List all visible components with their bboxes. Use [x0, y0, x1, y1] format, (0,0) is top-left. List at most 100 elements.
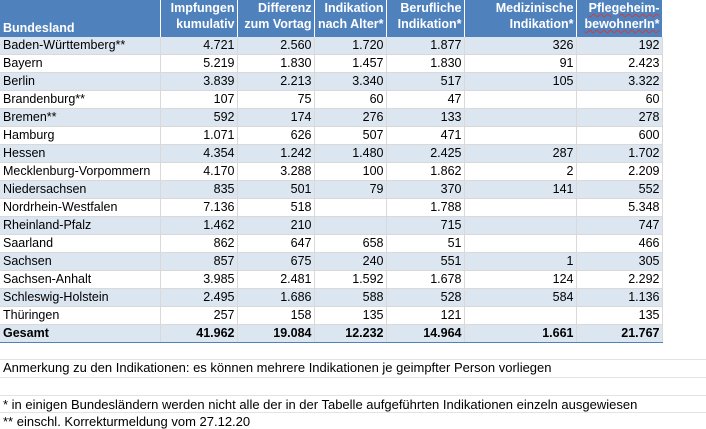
cell-berufliche-indikation[interactable]: 715	[386, 216, 465, 235]
cell-differenz-vortag[interactable]: 75	[237, 90, 315, 109]
cell-pflegeheimbewohner[interactable]: 3.322	[576, 72, 663, 91]
cell-impfungen-kumulativ[interactable]: 592	[160, 108, 238, 127]
total-cell-differenz-vortag[interactable]: 19.084	[237, 324, 315, 343]
cell-medizinische-indikation[interactable]: 91	[464, 54, 577, 73]
note-star[interactable]: * in einigen Bundesländern werden nicht …	[3, 397, 638, 412]
cell-bundesland[interactable]: Niedersachsen	[0, 180, 161, 199]
cell-bundesland[interactable]: Baden-Württemberg**	[0, 37, 161, 55]
cell-berufliche-indikation[interactable]: 370	[386, 180, 465, 199]
cell-berufliche-indikation[interactable]: 2.425	[386, 144, 465, 163]
cell-impfungen-kumulativ[interactable]: 1.462	[160, 216, 238, 235]
cell-berufliche-indikation[interactable]: 1.830	[386, 54, 465, 73]
cell-differenz-vortag[interactable]: 158	[237, 306, 315, 325]
cell-differenz-vortag[interactable]: 518	[237, 198, 315, 217]
cell-pflegeheimbewohner[interactable]: 747	[576, 216, 663, 235]
cell-indikation-alter[interactable]: 1.592	[314, 270, 387, 289]
cell-medizinische-indikation[interactable]	[464, 234, 577, 253]
cell-differenz-vortag[interactable]: 501	[237, 180, 315, 199]
cell-pflegeheimbewohner[interactable]: 600	[576, 126, 663, 145]
cell-impfungen-kumulativ[interactable]: 3.839	[160, 72, 238, 91]
cell-indikation-alter[interactable]: 507	[314, 126, 387, 145]
cell-differenz-vortag[interactable]: 675	[237, 252, 315, 271]
cell-differenz-vortag[interactable]: 3.288	[237, 162, 315, 181]
total-cell-berufliche-indikation[interactable]: 14.964	[386, 324, 465, 343]
cell-indikation-alter[interactable]: 60	[314, 90, 387, 109]
cell-bundesland[interactable]: Berlin	[0, 72, 161, 91]
cell-indikation-alter[interactable]	[314, 216, 387, 235]
cell-differenz-vortag[interactable]: 1.242	[237, 144, 315, 163]
cell-impfungen-kumulativ[interactable]: 4.721	[160, 37, 238, 55]
cell-bundesland[interactable]: Sachsen	[0, 252, 161, 271]
cell-bundesland[interactable]: Brandenburg**	[0, 90, 161, 109]
header-medizinische-indikation[interactable]: Medizinische Indikation*	[464, 0, 577, 37]
cell-impfungen-kumulativ[interactable]: 2.495	[160, 288, 238, 307]
cell-berufliche-indikation[interactable]: 471	[386, 126, 465, 145]
cell-medizinische-indikation[interactable]: 141	[464, 180, 577, 199]
cell-medizinische-indikation[interactable]: 1	[464, 252, 577, 271]
total-cell-bundesland[interactable]: Gesamt	[0, 324, 161, 343]
cell-medizinische-indikation[interactable]	[464, 306, 577, 325]
cell-impfungen-kumulativ[interactable]: 5.219	[160, 54, 238, 73]
cell-indikation-alter[interactable]: 658	[314, 234, 387, 253]
cell-berufliche-indikation[interactable]: 51	[386, 234, 465, 253]
header-berufliche-indikation[interactable]: Berufliche Indikation*	[386, 0, 465, 37]
cell-bundesland[interactable]: Rheinland-Pfalz	[0, 216, 161, 235]
cell-berufliche-indikation[interactable]: 1.678	[386, 270, 465, 289]
cell-indikation-alter[interactable]	[314, 198, 387, 217]
cell-berufliche-indikation[interactable]: 528	[386, 288, 465, 307]
cell-bundesland[interactable]: Mecklenburg-Vorpommern	[0, 162, 161, 181]
cell-indikation-alter[interactable]: 588	[314, 288, 387, 307]
cell-berufliche-indikation[interactable]: 1.877	[386, 37, 465, 55]
cell-medizinische-indikation[interactable]	[464, 90, 577, 109]
cell-indikation-alter[interactable]: 79	[314, 180, 387, 199]
note-indikationen[interactable]: Anmerkung zu den Indikationen: es können…	[3, 360, 552, 375]
cell-impfungen-kumulativ[interactable]: 862	[160, 234, 238, 253]
cell-bundesland[interactable]: Bayern	[0, 54, 161, 73]
cell-berufliche-indikation[interactable]: 551	[386, 252, 465, 271]
cell-berufliche-indikation[interactable]: 517	[386, 72, 465, 91]
cell-medizinische-indikation[interactable]: 105	[464, 72, 577, 91]
cell-impfungen-kumulativ[interactable]: 107	[160, 90, 238, 109]
cell-differenz-vortag[interactable]: 2.560	[237, 37, 315, 55]
cell-impfungen-kumulativ[interactable]: 1.071	[160, 126, 238, 145]
note-double-star[interactable]: ** einschl. Korrekturmeldung vom 27.12.2…	[3, 414, 251, 429]
header-indikation-alter[interactable]: Indikation nach Alter*	[314, 0, 387, 37]
cell-impfungen-kumulativ[interactable]: 835	[160, 180, 238, 199]
header-impfungen-kumulativ[interactable]: Impfungen kumulativ	[160, 0, 238, 37]
cell-differenz-vortag[interactable]: 647	[237, 234, 315, 253]
total-cell-medizinische-indikation[interactable]: 1.661	[464, 324, 577, 343]
cell-medizinische-indikation[interactable]: 124	[464, 270, 577, 289]
cell-impfungen-kumulativ[interactable]: 7.136	[160, 198, 238, 217]
cell-indikation-alter[interactable]: 1.480	[314, 144, 387, 163]
cell-pflegeheimbewohner[interactable]: 135	[576, 306, 663, 325]
cell-differenz-vortag[interactable]: 1.686	[237, 288, 315, 307]
cell-medizinische-indikation[interactable]	[464, 126, 577, 145]
cell-pflegeheimbewohner[interactable]: 278	[576, 108, 663, 127]
cell-pflegeheimbewohner[interactable]: 2.423	[576, 54, 663, 73]
cell-indikation-alter[interactable]: 135	[314, 306, 387, 325]
cell-bundesland[interactable]: Hamburg	[0, 126, 161, 145]
cell-medizinische-indikation[interactable]	[464, 108, 577, 127]
cell-impfungen-kumulativ[interactable]: 857	[160, 252, 238, 271]
cell-indikation-alter[interactable]: 100	[314, 162, 387, 181]
cell-bundesland[interactable]: Schleswig-Holstein	[0, 288, 161, 307]
cell-indikation-alter[interactable]: 1.457	[314, 54, 387, 73]
cell-bundesland[interactable]: Saarland	[0, 234, 161, 253]
cell-pflegeheimbewohner[interactable]: 466	[576, 234, 663, 253]
cell-medizinische-indikation[interactable]: 2	[464, 162, 577, 181]
cell-impfungen-kumulativ[interactable]: 4.354	[160, 144, 238, 163]
total-cell-impfungen-kumulativ[interactable]: 41.962	[160, 324, 238, 343]
cell-differenz-vortag[interactable]: 626	[237, 126, 315, 145]
cell-medizinische-indikation[interactable]	[464, 216, 577, 235]
cell-differenz-vortag[interactable]: 2.481	[237, 270, 315, 289]
cell-differenz-vortag[interactable]: 1.830	[237, 54, 315, 73]
cell-differenz-vortag[interactable]: 2.213	[237, 72, 315, 91]
cell-medizinische-indikation[interactable]: 287	[464, 144, 577, 163]
cell-bundesland[interactable]: Bremen**	[0, 108, 161, 127]
header-pflegeheimbewohner[interactable]: Pflegeheim- bewohnerIn*	[576, 0, 663, 37]
cell-impfungen-kumulativ[interactable]: 3.985	[160, 270, 238, 289]
header-differenz-vortag[interactable]: Differenz zum Vortag	[237, 0, 315, 37]
cell-differenz-vortag[interactable]: 174	[237, 108, 315, 127]
cell-pflegeheimbewohner[interactable]: 2.209	[576, 162, 663, 181]
cell-pflegeheimbewohner[interactable]: 305	[576, 252, 663, 271]
